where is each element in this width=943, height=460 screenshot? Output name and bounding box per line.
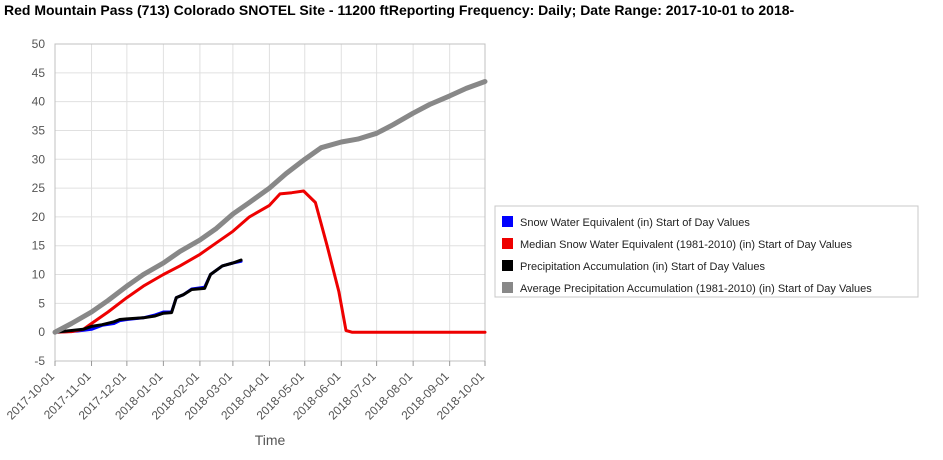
legend: Snow Water Equivalent (in) Start of Day … [494,205,919,298]
y-tick-label: 5 [38,296,45,310]
series-lines [52,79,488,335]
legend-label: Average Precipitation Accumulation (1981… [520,283,872,295]
gridlines [54,43,486,362]
y-tick-label: 50 [32,37,46,51]
legend-swatch [502,260,513,271]
y-tick-label: -5 [34,354,45,368]
legend-swatch [502,238,513,249]
y-tick-label: 40 [32,95,46,109]
legend-swatch [502,282,513,293]
plot-frame [54,43,486,362]
y-tick-label: 0 [38,325,45,339]
series-line-3 [53,258,243,334]
legend-label: Median Snow Water Equivalent (1981-2010)… [520,239,852,251]
y-tick-label: 10 [32,268,46,282]
series-line-2 [53,189,487,334]
chart-title: Red Mountain Pass (713) Colorado SNOTEL … [4,2,795,18]
y-tick-label: 35 [32,123,46,137]
y-tick-label: 45 [32,66,46,80]
y-tick-label: 25 [32,181,46,195]
y-tick-label: 30 [32,152,46,166]
legend-label: Snow Water Equivalent (in) Start of Day … [520,217,750,229]
x-axis-ticks: 2017-10-012017-11-012017-12-012018-01-01… [4,361,487,423]
legend-label: Precipitation Accumulation (in) Start of… [520,261,765,273]
y-tick-label: 20 [32,210,46,224]
y-tick-label: 15 [32,239,46,253]
series-line-4 [52,79,488,335]
legend-box [494,205,919,298]
y-axis-ticks: -5 0 5 10 15 20 25 30 35 40 45 50 [32,37,46,368]
x-axis-title: Time [255,432,286,448]
legend-swatch [502,216,513,227]
